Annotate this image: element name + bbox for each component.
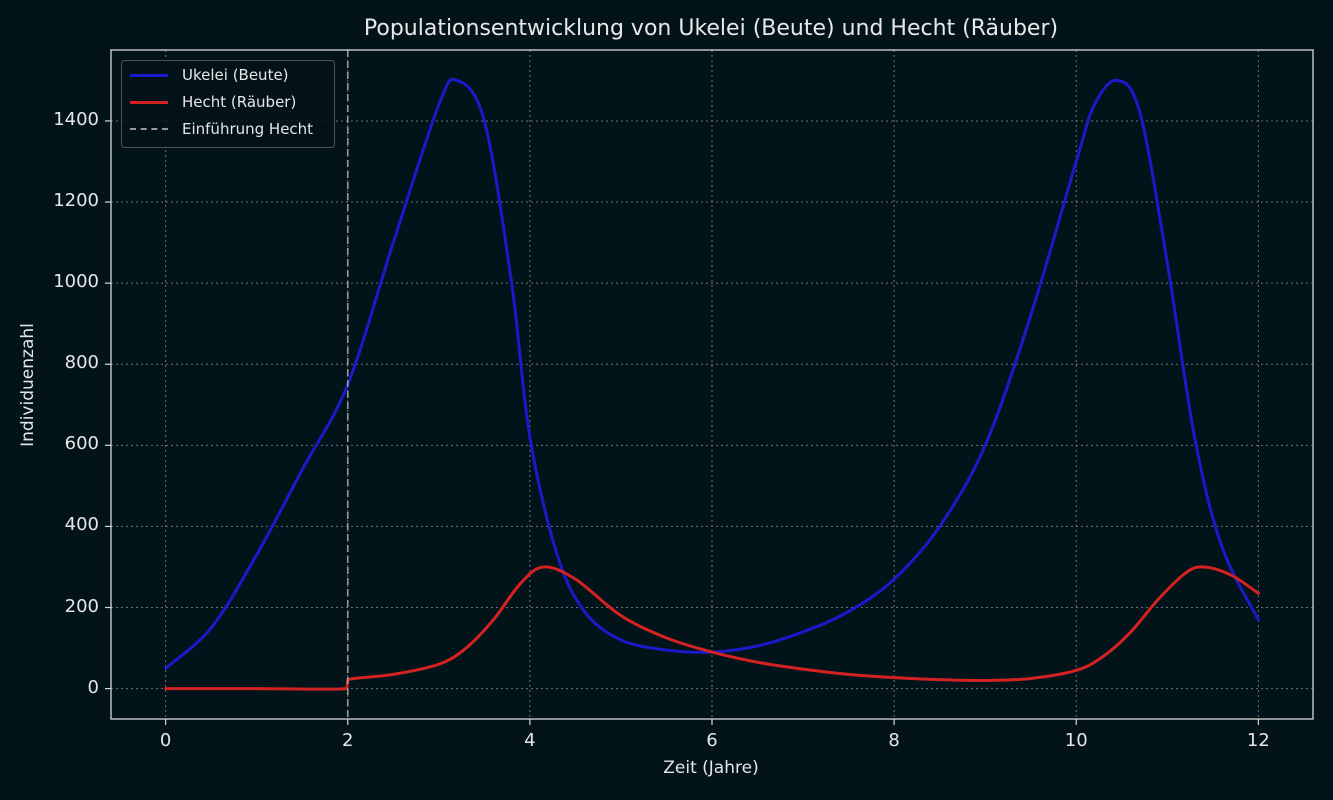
y-tick-label: 400 [64,514,99,536]
series-line-hecht [164,565,1260,691]
y-tick-label: 800 [64,352,99,374]
legend-swatch-blue-icon [130,73,168,77]
chart-title: Populationsentwicklung von Ukelei (Beute… [363,16,1059,41]
legend-item-ukelei: Ukelei (Beute) [130,64,289,86]
x-tick-label: 0 [159,730,172,751]
x-tick-label: 2 [342,730,354,751]
axes-frame [110,49,1314,720]
legend-swatch-dashed-icon [130,128,168,130]
legend: Ukelei (Beute) Hecht (Räuber) Einführung… [121,60,335,148]
y-axis-label: Individuenzahl [18,323,38,447]
legend-swatch-red-icon [130,100,168,104]
legend-item-einfuehrung: Einführung Hecht [130,118,313,140]
legend-label: Einführung Hecht [182,120,314,138]
legend-item-hecht: Hecht (Räuber) [130,91,296,113]
y-tick-label: 200 [64,595,99,617]
series-line-ukelei [164,77,1260,670]
y-tick-label: 1200 [53,190,99,212]
x-tick-label: 10 [1064,730,1088,751]
x-tick-label: 8 [888,730,900,751]
x-tick-label: 12 [1246,730,1270,751]
legend-label: Hecht (Räuber) [182,93,297,111]
y-tick-label: 0 [87,676,99,698]
y-tick-label: 1400 [53,108,99,130]
x-tick-label: 6 [706,730,718,751]
legend-label: Ukelei (Beute) [182,66,289,84]
y-tick-label: 1000 [53,271,99,293]
x-axis-label: Zeit (Jahre) [663,758,759,778]
x-tick-label: 4 [524,730,536,751]
y-tick-label: 600 [64,433,99,455]
